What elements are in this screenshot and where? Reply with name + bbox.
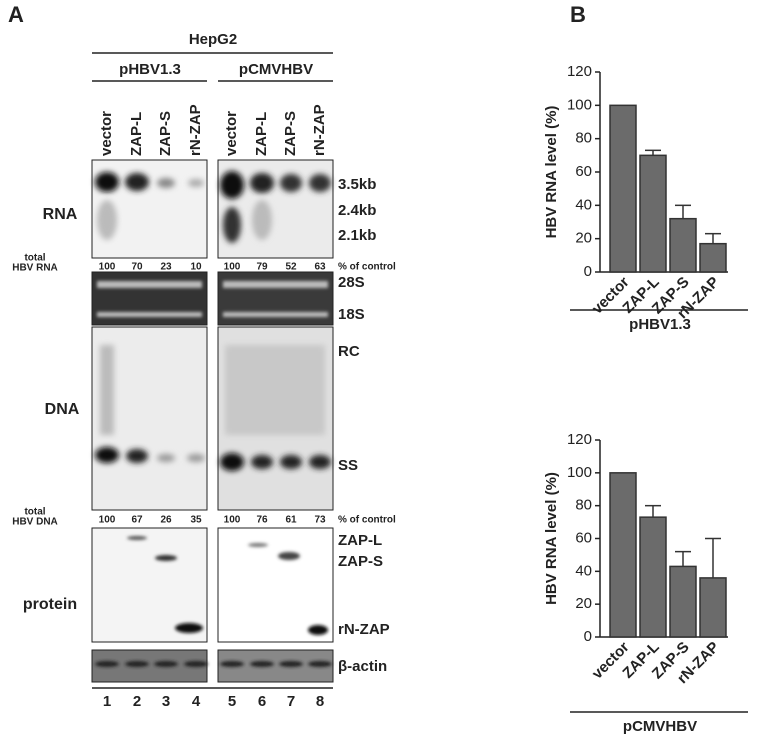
blots	[91, 159, 334, 683]
bar	[699, 577, 727, 638]
y-axis-label: HBV RNA level (%)	[543, 472, 560, 605]
band-label: 18S	[338, 306, 365, 323]
row-label: protein	[23, 596, 77, 613]
band-labels: 3.5kb 2.4kb 2.1kb 28S 18S RC SS ZAP-L ZA…	[338, 176, 390, 675]
y-tick-label: 60	[575, 163, 592, 180]
y-axis-label: HBV RNA level (%)	[543, 106, 560, 239]
dna-quant: 61	[285, 515, 297, 526]
dna-quant: 100	[99, 515, 116, 526]
rna-quant: 23	[160, 262, 172, 273]
y-tick-label: 0	[584, 263, 592, 280]
y-tick-label: 40	[575, 196, 592, 213]
dna-quant: 35	[190, 515, 202, 526]
y-tick-label: 100	[567, 96, 592, 113]
lane-number: 1	[103, 693, 111, 710]
x-axis-label: pHBV1.3	[629, 316, 691, 333]
rna-quant: 52	[285, 262, 297, 273]
lane-number: 7	[287, 693, 295, 710]
y-tick-label: 120	[567, 63, 592, 80]
rna-quant: 100	[99, 262, 116, 273]
band-label: rN-ZAP	[338, 621, 390, 638]
band-label: 2.1kb	[338, 227, 376, 244]
quant-unit: % of control	[338, 262, 396, 273]
band-label: SS	[338, 457, 358, 474]
rrna-blot	[91, 271, 208, 326]
y-tick-label: 40	[575, 562, 592, 579]
lane-number: 8	[316, 693, 324, 710]
bar	[669, 217, 697, 273]
protein-blot	[91, 527, 208, 643]
bar	[639, 154, 667, 273]
rna-quant: 79	[256, 262, 268, 273]
bar	[609, 472, 637, 638]
panel-label: A	[8, 2, 24, 27]
y-tick-label: 80	[575, 130, 592, 147]
quant-label: HBV DNA	[12, 517, 58, 528]
dna-quant: 73	[314, 515, 326, 526]
cell-line: HepG2	[189, 31, 237, 48]
bar	[699, 242, 727, 273]
dna-quant: 100	[224, 515, 241, 526]
lane-label: vector	[223, 111, 240, 156]
row-label: RNA	[43, 206, 78, 223]
lane-number: 3	[162, 693, 170, 710]
quant-unit: % of control	[338, 515, 396, 526]
band-label: 28S	[338, 274, 365, 291]
y-tick-label: 60	[575, 529, 592, 546]
lane-label: vector	[98, 111, 115, 156]
lane-label: ZAP-L	[128, 112, 145, 156]
lane-label: ZAP-S	[282, 111, 299, 156]
y-tick-label: 120	[567, 431, 592, 448]
bar	[609, 104, 637, 273]
band-label: ZAP-L	[338, 532, 382, 549]
lane-label: rN-ZAP	[187, 104, 204, 156]
bar	[669, 565, 697, 638]
band-label: ZAP-S	[338, 553, 383, 570]
lane-number: 5	[228, 693, 236, 710]
lane-label: rN-ZAP	[311, 104, 328, 156]
band-label: 3.5kb	[338, 176, 376, 193]
x-axis-label: pCMVHBV	[623, 718, 697, 735]
row-label: DNA	[45, 401, 80, 418]
y-tick-label: 100	[567, 464, 592, 481]
rna-quant: 63	[314, 262, 326, 273]
panel-label: B	[570, 2, 586, 27]
lane-number: 4	[192, 693, 201, 710]
band-label: RC	[338, 343, 360, 360]
band-label: 2.4kb	[338, 202, 376, 219]
quant-label: total	[24, 507, 45, 518]
y-tick-label: 20	[575, 595, 592, 612]
quant-label: HBV RNA	[12, 263, 58, 274]
rna-quant: 100	[224, 262, 241, 273]
y-tick-label: 80	[575, 497, 592, 514]
lane-number: 2	[133, 693, 141, 710]
rna-quant: 70	[131, 262, 143, 273]
dna-quant: 26	[160, 515, 172, 526]
construct: pCMVHBV	[239, 61, 313, 78]
rna-quant: 10	[190, 262, 202, 273]
lane-label: ZAP-S	[157, 111, 174, 156]
lane-number: 6	[258, 693, 266, 710]
band-label: β-actin	[338, 658, 387, 675]
bar	[639, 516, 667, 638]
dna-quant: 67	[131, 515, 143, 526]
protein-blot	[217, 527, 334, 643]
rrna-blot	[217, 271, 334, 326]
quant-label: total	[24, 253, 45, 264]
construct: pHBV1.3	[119, 61, 181, 78]
lane-label: ZAP-L	[253, 112, 270, 156]
y-tick-label: 20	[575, 230, 592, 247]
y-tick-label: 0	[584, 628, 592, 645]
dna-quant: 76	[256, 515, 268, 526]
